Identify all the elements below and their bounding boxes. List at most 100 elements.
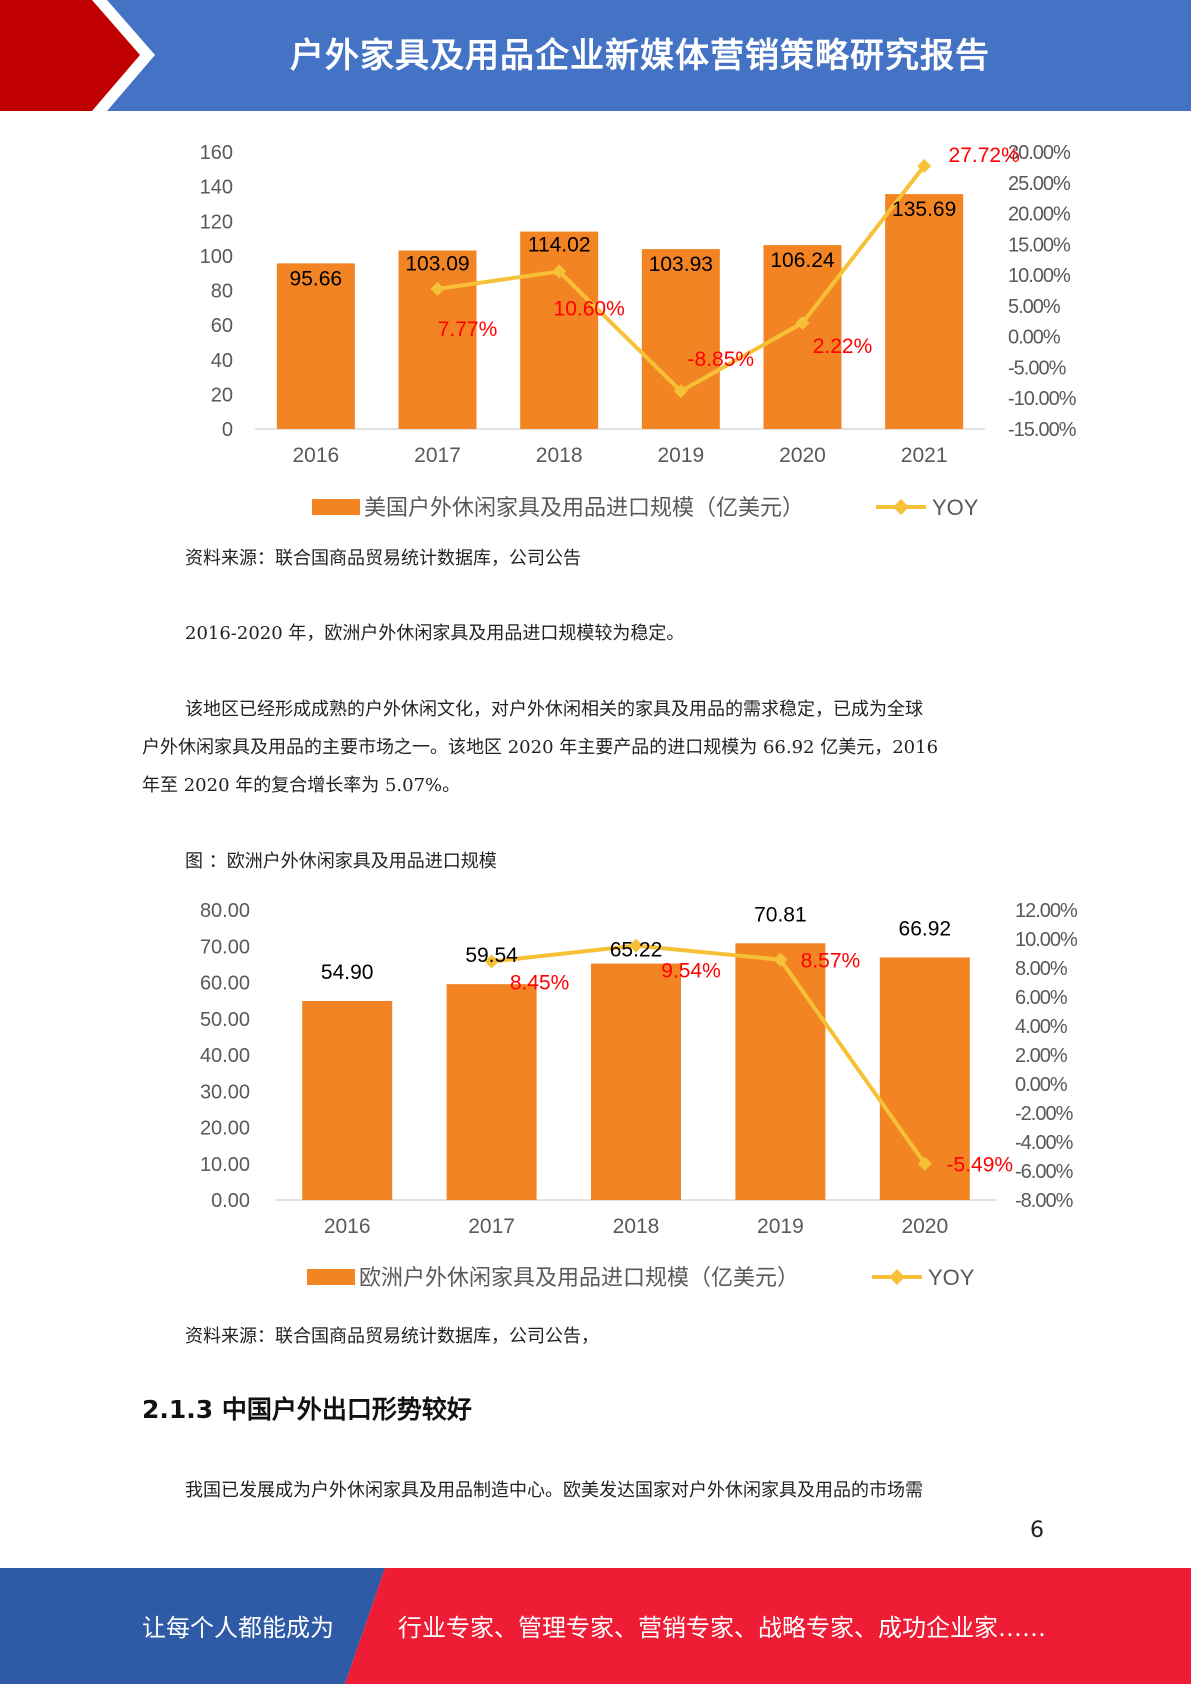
yoy-value-label: 2.22% — [813, 335, 873, 358]
x-axis-tick-label: 2017 — [414, 444, 461, 467]
y-axis-tick-label: 30.00 — [200, 1081, 250, 1103]
us-import-chart-svg: 0 20 40 60 80 100 120 140 160 -15.00% -10.00% -5.00… — [200, 142, 1078, 520]
figure-caption: 图 ：欧洲户外休闲家具及用品进口规模 — [185, 851, 497, 872]
yoy-point — [673, 384, 688, 399]
section-heading: 2.1.3 中国户外出口形势较好 — [142, 1395, 472, 1424]
x-axis-tick-label: 2016 — [324, 1215, 371, 1238]
bar-value-label: 59.54 — [465, 944, 518, 967]
bar — [446, 984, 537, 1200]
footer-slogan-right: 行业专家、管理专家、营销专家、战略专家、成功企业家…… — [398, 1614, 1046, 1642]
y2-axis-tick-label: -6.00% — [1015, 1161, 1074, 1183]
chart1-source: 资料来源：联合国商品贸易统计数据库，公司公告 — [185, 548, 581, 569]
legend-line-marker — [889, 1269, 905, 1285]
y-axis-tick-label: 10.00 — [200, 1154, 250, 1176]
y-axis-tick-label: 0.00 — [211, 1190, 250, 1212]
y-axis-tick-label: 120 — [200, 211, 233, 233]
legend-line-marker — [893, 499, 909, 515]
summary-paragraph: 2016-2020 年，欧洲户外休闲家具及用品进口规模较为稳定。 — [185, 623, 685, 644]
y-axis-tick-label: 70.00 — [200, 936, 250, 958]
yoy-value-label: -8.85% — [688, 348, 755, 371]
y-axis-tick-label: 80.00 — [200, 900, 250, 922]
bar — [641, 249, 720, 429]
yoy-value-label: 8.57% — [801, 950, 861, 973]
x-axis-tick-label: 2018 — [613, 1215, 660, 1238]
x-axis-tick-label: 2016 — [292, 444, 339, 467]
document-title: 户外家具及用品企业新媒体营销策略研究报告 — [290, 36, 990, 76]
x-axis-tick-label: 2019 — [757, 1215, 804, 1238]
y2-axis-tick-label: 25.00% — [1008, 173, 1071, 195]
yoy-value-label: 8.45% — [510, 971, 570, 994]
y-axis-tick-label: 20.00 — [200, 1118, 250, 1140]
yoy-line — [491, 943, 927, 1165]
y2-axis-tick-label: 4.00% — [1015, 1016, 1068, 1038]
y2-axis-tick-label: -5.00% — [1008, 357, 1067, 379]
yoy-point — [917, 1156, 932, 1171]
y-axis-tick-label: 50.00 — [200, 1009, 250, 1031]
yoy-point — [629, 938, 643, 953]
bar-value-label: 103.93 — [649, 253, 713, 276]
yoy-point — [917, 159, 932, 174]
y-axis-tick-label: 60 — [211, 315, 233, 337]
yoy-value-label: 7.77% — [438, 318, 498, 341]
legend-line-label: YOY — [932, 495, 979, 520]
chart2-source: 资料来源：联合国商品贸易统计数据库，公司公告， — [185, 1326, 599, 1347]
legend-bar-label: 美国户外休闲家具及用品进口规模（亿美元） — [364, 495, 804, 520]
yoy-point — [795, 316, 810, 331]
y-axis-tick-label: 160 — [200, 142, 233, 164]
bar — [735, 943, 826, 1200]
bar — [276, 263, 355, 429]
bar — [520, 231, 599, 429]
y2-axis-tick-label: 2.00% — [1015, 1045, 1068, 1067]
x-axis-tick-label: 2021 — [901, 444, 948, 467]
bar-value-label: 66.92 — [899, 917, 952, 940]
bar-value-label: 54.90 — [321, 961, 374, 984]
y-axis-tick-label: 20 — [211, 384, 233, 406]
x-axis-tick-label: 2019 — [657, 444, 704, 467]
yoy-value-label: 10.60% — [554, 297, 625, 320]
yoy-value-label: 27.72% — [949, 144, 1020, 167]
bar-value-label: 114.02 — [528, 234, 591, 257]
bar — [398, 250, 477, 429]
bar-value-label: 106.24 — [770, 249, 835, 272]
bar-value-label: 135.69 — [892, 198, 956, 221]
y-axis-tick-label: 40.00 — [200, 1045, 250, 1067]
y2-axis-tick-label: -15.00% — [1008, 419, 1077, 441]
legend-bar-label: 欧洲户外休闲家具及用品进口规模（亿美元） — [359, 1265, 799, 1290]
yoy-point — [430, 281, 445, 296]
closing-paragraph: 我国已发展成为户外休闲家具及用品制造中心。欧美发达国家对户外休闲家具及用品的市场… — [185, 1480, 923, 1501]
bar — [591, 963, 681, 1200]
y2-axis-tick-label: 12.00% — [1015, 900, 1078, 922]
page-header: 户外家具及用品企业新媒体营销策略研究报告 — [0, 0, 1191, 111]
y2-axis-tick-label: 10.00% — [1015, 929, 1078, 951]
y2-axis-tick-label: 0.00% — [1015, 1074, 1068, 1096]
paragraph-line: 户外休闲家具及用品的主要市场之一。该地区 2020 年主要产品的进口规模为 66… — [142, 737, 939, 758]
y2-axis-tick-label: -2.00% — [1015, 1103, 1074, 1125]
legend-bar-swatch — [307, 1269, 355, 1285]
y-axis-tick-label: 40 — [211, 350, 233, 372]
header-arrow-decoration — [0, 0, 155, 111]
paragraph-line: 年至 2020 年的复合增长率为 5.07%。 — [142, 775, 461, 796]
y-axis-tick-label: 80 — [211, 281, 233, 303]
y2-axis-tick-label: 8.00% — [1015, 958, 1068, 980]
footer-slogan-left: 让每个人都能成为 — [142, 1614, 334, 1642]
paragraph-line: 该地区已经形成成熟的户外休闲文化，对户外休闲相关的家具及用品的需求稳定，已成为全… — [142, 691, 1052, 729]
yoy-value-label: -5.49% — [947, 1154, 1014, 1177]
y-axis-tick-label: 0 — [222, 419, 233, 441]
y2-axis-tick-label: 30.00% — [1008, 142, 1071, 164]
bar — [885, 194, 964, 429]
body-paragraph: 该地区已经形成成熟的户外休闲文化，对户外休闲相关的家具及用品的需求稳定，已成为全… — [142, 691, 1052, 805]
y-axis-tick-label: 100 — [200, 246, 233, 268]
paragraph-line-text: 该地区已经形成成熟的户外休闲文化，对户外休闲相关的家具及用品的需求稳定，已成为全… — [185, 699, 923, 720]
y-axis-tick-label: 60.00 — [200, 973, 250, 995]
y2-axis-tick-label: -4.00% — [1015, 1132, 1074, 1154]
x-axis-tick-label: 2017 — [468, 1215, 515, 1238]
bar-value-label: 70.81 — [754, 903, 807, 926]
y2-axis-tick-label: -10.00% — [1008, 388, 1077, 410]
yoy-point — [773, 952, 788, 967]
eu-import-chart: 0.00 10.00 20.00 30.00 40.00 50.00 60.00 70.00 8… — [0, 890, 1191, 1310]
y2-axis-tick-label: 15.00% — [1008, 234, 1071, 256]
bar-value-label: 103.09 — [405, 253, 469, 276]
eu-import-chart-svg: 0.00 10.00 20.00 30.00 40.00 50.00 60.00 70.00 8… — [200, 900, 1079, 1290]
x-axis-tick-label: 2018 — [536, 444, 583, 467]
legend-line-label: YOY — [928, 1265, 975, 1290]
